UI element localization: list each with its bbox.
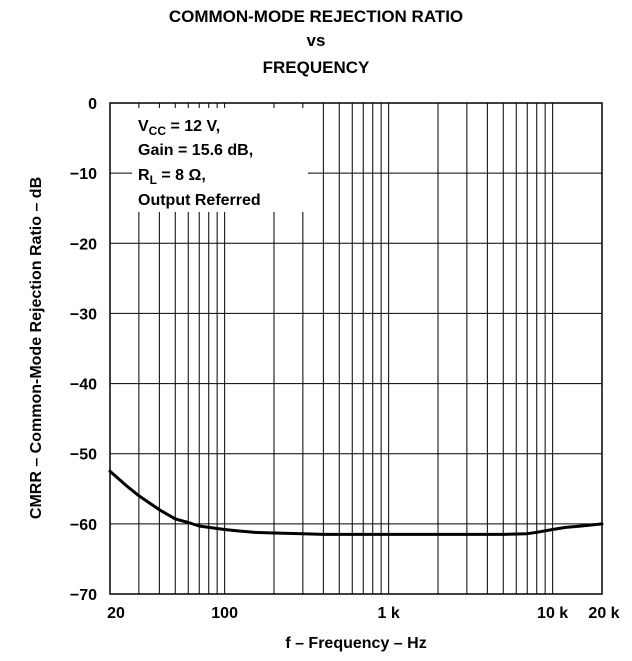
- x-tick-label: 20: [107, 605, 125, 622]
- x-tick-label: 20 k: [588, 605, 619, 622]
- x-axis-label: f – Frequency – Hz: [285, 635, 426, 652]
- y-tick-label: −50: [70, 447, 97, 464]
- chart-title-line-2: vs: [306, 31, 326, 50]
- chart-title-line-1: COMMON-MODE REJECTION RATIO: [168, 7, 464, 26]
- y-axis-label: CMRR – Common-Mode Rejection Ratio – dB: [28, 177, 45, 519]
- y-tick-label: 0: [88, 96, 97, 113]
- annotation-rl: RL = 8 Ω,: [138, 167, 206, 187]
- annotation-background: [132, 108, 308, 212]
- x-tick-labels: 20 100 1 k 10 k 20 k: [107, 605, 620, 622]
- series-layer: [108, 469, 604, 536]
- x-tick-label: 1 k: [378, 605, 400, 622]
- y-tick-label: −40: [70, 377, 97, 394]
- x-tick-label: 100: [211, 605, 238, 622]
- chart-title-line-3: FREQUENCY: [262, 58, 370, 77]
- y-tick-label: −30: [70, 306, 97, 323]
- y-tick-label: −70: [70, 587, 97, 604]
- y-tick-label: −10: [70, 166, 97, 183]
- annotation-output-referred: Output Referred: [138, 192, 261, 209]
- y-tick-labels: 0 −10 −20 −30 −40 −50 −60 −70: [70, 96, 97, 604]
- y-tick-label: −60: [70, 517, 97, 534]
- y-tick-label: −20: [70, 236, 97, 253]
- annotation-vcc: VCC = 12 V,: [138, 118, 220, 138]
- cmrr-series-line: [108, 469, 604, 536]
- x-tick-label: 10 k: [537, 605, 568, 622]
- annotation-gain: Gain = 15.6 dB,: [138, 142, 253, 159]
- plot-frame: [109, 102, 603, 595]
